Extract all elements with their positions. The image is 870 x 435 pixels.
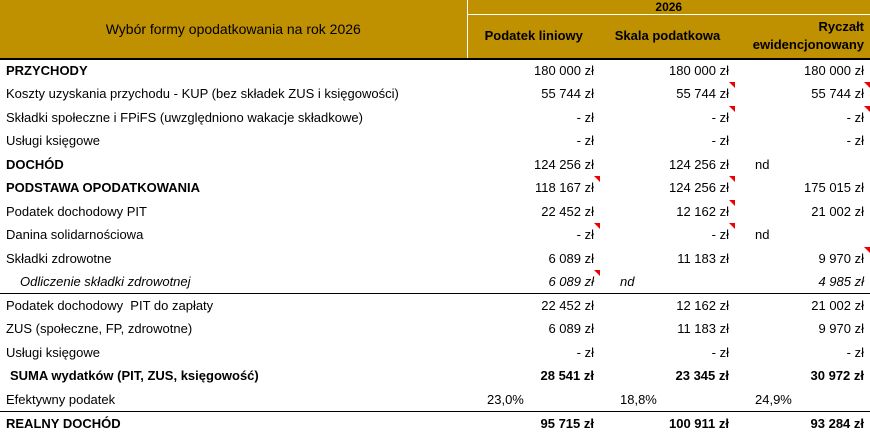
table-row: Efektywny podatek 23,0% 18,8% 24,9% [0,388,870,412]
cell-value: - zł [576,133,594,149]
cell-value: 6 089 zł [548,321,594,337]
cell-value: 124 256 zł [534,156,594,172]
row-label: Składki społeczne i FPiFS (uwzględniono … [6,109,363,125]
cell-value: 24,9% [755,391,792,407]
table-row: PRZYCHODY 180 000 zł 180 000 zł 180 000 zł [0,57,870,82]
cell-value: 22 452 zł [467,293,600,317]
cell-value: 21 002 zł [735,293,870,317]
cell-value: nd [620,274,635,289]
table-row: PODSTAWA OPODATKOWANIA 118 167 zł 124 256 … [0,176,870,200]
row-label: DOCHÓD [6,156,64,172]
cell-value: - zł [576,344,594,360]
row-label: Danina solidarnościowa [6,227,144,243]
cell-value: 180 000 zł [467,57,600,82]
table-row: Składki zdrowotne 6 089 zł 11 183 zł 9 970 … [0,246,870,271]
table-row: Danina solidarnościowa - zł - zł nd [0,223,870,247]
header-year: 2026 [467,0,870,15]
column-header: Ryczałt ewidencjonowany [735,14,870,59]
column-header: Podatek liniowy [467,14,600,59]
cell-value: 28 541 zł [540,368,595,384]
cell-value: 100 911 zł [600,410,735,435]
table-row: REALNY DOCHÓD 95 715 zł 100 911 zł 93 284 z… [0,410,870,435]
cell-value: 21 002 zł [811,203,865,219]
cell-value: 6 089 zł [548,250,594,266]
cell-value: 55 744 zł [600,82,735,106]
table-row: Usługi księgowe - zł - zł - zł [0,129,870,153]
table-row: Składki społeczne i FPiFS (uwzględniono … [0,105,870,130]
cell-value: 18,8% [620,391,657,407]
row-label: ZUS (społeczne, FP, zdrowotne) [6,321,193,337]
cell-value: 95 715 zł [467,410,600,435]
table-body: PRZYCHODY 180 000 zł 180 000 zł 180 000 zł K… [0,57,870,435]
cell-value: - zł [467,223,600,247]
table-row: DOCHÓD 124 256 zł 124 256 zł nd [0,153,870,177]
column-header: Skala podatkowa [600,14,735,59]
row-label: SUMA wydatków (PIT, ZUS, księgowość) [10,368,259,384]
row-label: Efektywny podatek [6,391,116,407]
row-label: PODSTAWA OPODATKOWANIA [6,180,201,196]
row-label: Podatek dochodowy PIT do zapłaty [0,293,467,317]
cell-value: - zł [735,105,870,130]
cell-value: 11 183 zł [677,250,729,266]
cell-value: 180 000 zł [600,57,735,82]
cell-value: 124 256 zł [669,156,729,172]
cell-value: nd [755,156,770,172]
cell-value: 4 985 zł [818,274,865,289]
cell-value: - zł [711,344,729,360]
table-row: Podatek dochodowy PIT 22 452 zł 12 162 zł 2… [0,199,870,224]
table-row: SUMA wydatków (PIT, ZUS, księgowość) 28 5… [0,364,870,388]
cell-value: 11 183 zł [677,321,729,337]
cell-value: 175 015 zł [804,180,865,196]
row-label: Odliczenie składki zdrowotnej [20,274,191,289]
cell-value: 30 972 zł [810,368,865,384]
cell-value: 124 256 zł [600,176,735,200]
cell-value: - zł [711,133,729,149]
cell-value: - zł [600,223,735,247]
cell-value: - zł [846,344,865,360]
table-row: Koszty uzyskania przychodu - KUP (bez sk… [0,82,870,106]
header-title: Wybór formy opodatkowania na rok 2026 [0,0,468,59]
cell-value: 118 167 zł [467,176,600,200]
cell-value: 55 744 zł [541,86,594,102]
table-row: Odliczenie składki zdrowotnej 6 089 zł nd 4… [0,270,870,294]
cell-value: nd [755,227,770,243]
table-row: Usługi księgowe - zł - zł - zł [0,341,870,365]
row-label: Usługi księgowe [6,133,100,149]
cell-value: 180 000 zł [735,57,870,82]
table-row: ZUS (społeczne, FP, zdrowotne) 6 089 zł 11… [0,317,870,341]
row-label: PRZYCHODY [0,57,467,82]
cell-value: 23 345 zł [675,368,730,384]
row-label: Koszty uzyskania przychodu - KUP (bez sk… [6,86,399,102]
cell-value: 9 970 zł [735,246,870,271]
row-label: REALNY DOCHÓD [0,410,467,435]
cell-value: - zł [576,109,594,125]
table-row: Podatek dochodowy PIT do zapłaty 22 452 z… [0,293,870,317]
cell-value: 12 162 zł [600,199,735,224]
cell-value: - zł [600,105,735,130]
cell-value: 55 744 zł [735,82,870,106]
row-label: Podatek dochodowy PIT [6,203,147,219]
row-label: Składki zdrowotne [6,250,112,266]
cell-value: 9 970 zł [818,321,865,337]
cell-value: 23,0% [487,391,524,407]
cell-value: 93 284 zł [735,410,870,435]
cell-value: 22 452 zł [541,203,594,219]
cell-value: 6 089 zł [467,270,600,294]
row-label: Usługi księgowe [6,344,100,360]
cell-value: - zł [846,133,865,149]
cell-value: 12 162 zł [600,293,735,317]
